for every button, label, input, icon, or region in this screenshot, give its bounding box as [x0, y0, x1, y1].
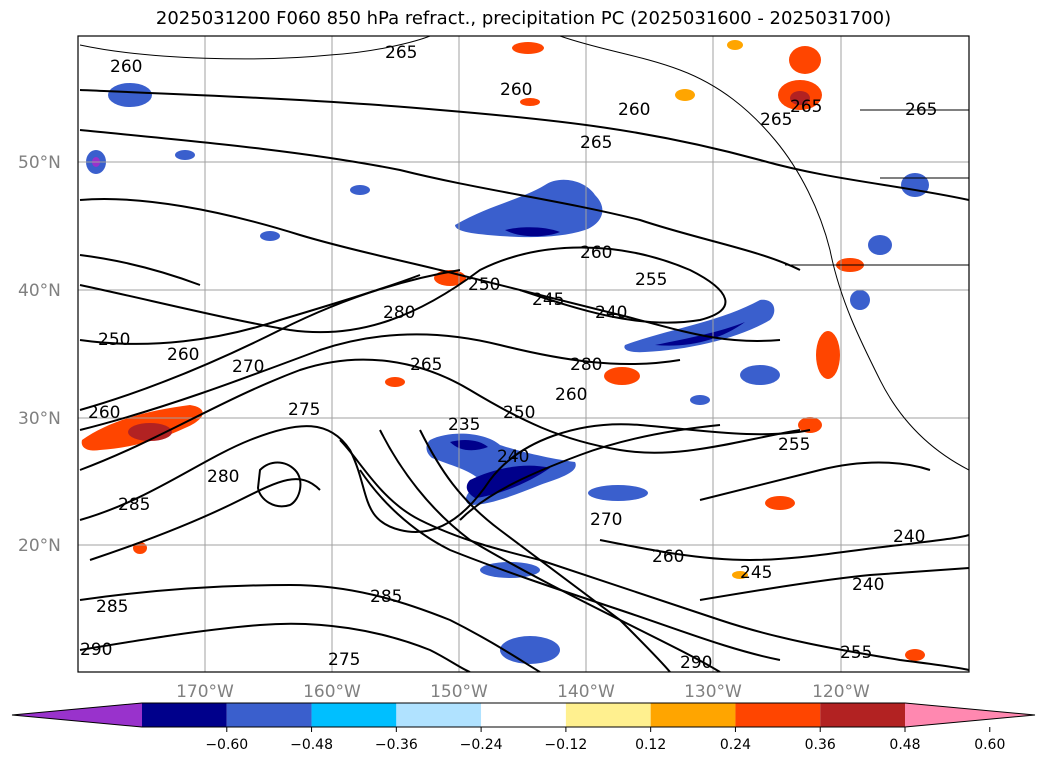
contour-label: 240 — [595, 303, 627, 323]
graticule — [78, 36, 969, 672]
colorbar-segment — [311, 703, 397, 727]
contour-label: 290 — [680, 653, 712, 673]
lat-label: 30°N — [18, 409, 61, 429]
colorbar-segment — [565, 703, 651, 727]
contour-label: 260 — [500, 80, 532, 100]
colorbar-tick-label: 0.24 — [720, 737, 751, 753]
contour-label: 285 — [96, 597, 128, 617]
contour-label: 275 — [288, 400, 320, 420]
contour-label: 280 — [207, 467, 239, 487]
contour-label: 255 — [778, 435, 810, 455]
colorbar-extend-right — [905, 703, 1035, 727]
lon-label: 120°W — [812, 682, 870, 702]
colorbar-tick-label: 0.48 — [889, 737, 920, 753]
colorbar-segment — [735, 703, 821, 727]
colorbar-tick-label: −0.36 — [375, 737, 418, 753]
lat-label: 40°N — [18, 281, 61, 301]
contour-label: 240 — [893, 527, 925, 547]
contour-label: 265 — [790, 97, 822, 117]
contour-label: 265 — [410, 355, 442, 375]
contour-label: 250 — [503, 403, 535, 423]
contour-label-group: 260 265 260 260 265 265 260 255 250 245 … — [80, 43, 937, 673]
colorbar-segment — [396, 703, 482, 727]
lon-label: 130°W — [684, 682, 742, 702]
colorbar-tick-label: −0.48 — [290, 737, 333, 753]
colorbar-tick-label: 0.60 — [974, 737, 1005, 753]
colorbar-tick-label: −0.60 — [205, 737, 248, 753]
colorbar-outline — [11, 702, 1036, 728]
colorbar-tick-label: 0.12 — [635, 737, 666, 753]
contour-label: 250 — [98, 330, 130, 350]
contour-label: 245 — [740, 563, 772, 583]
colorbar-extend-left — [12, 703, 142, 727]
lon-label: 150°W — [430, 682, 488, 702]
contour-label: 280 — [570, 355, 602, 375]
contour-label: 260 — [167, 345, 199, 365]
lon-label: 170°W — [176, 682, 234, 702]
colorbar: −0.60 −0.48 −0.36 −0.24 −0.12 0.12 0.24 0.36 0.4… — [11, 702, 1036, 753]
contour-label: 240 — [852, 575, 884, 595]
contour-label: 260 — [555, 385, 587, 405]
contour-label: 250 — [468, 275, 500, 295]
lat-label: 50°N — [18, 153, 61, 173]
contour-label: 270 — [590, 510, 622, 530]
refractivity-contours — [79, 89, 969, 672]
map-frame — [77, 35, 970, 673]
contour-label: 245 — [532, 290, 564, 310]
lat-label: 20°N — [18, 536, 61, 556]
lon-label: 160°W — [303, 682, 361, 702]
contour-label: 270 — [232, 357, 264, 377]
contour-label: 265 — [905, 100, 937, 120]
lon-label: 140°W — [557, 682, 615, 702]
contour-label: 290 — [80, 640, 112, 660]
contour-label: 280 — [383, 303, 415, 323]
contour-label: 255 — [840, 643, 872, 663]
colorbar-tick-label: −0.12 — [544, 737, 587, 753]
contour-label: 260 — [110, 57, 142, 77]
colorbar-segment — [226, 703, 312, 727]
contour-label: 260 — [580, 243, 612, 263]
contour-label: 265 — [385, 43, 417, 63]
coastline — [79, 36, 969, 471]
contour-label: 285 — [118, 495, 150, 515]
contour-label: 240 — [497, 447, 529, 467]
colorbar-segment — [142, 703, 227, 727]
colorbar-segment — [820, 703, 905, 727]
colorbar-segment — [650, 703, 736, 727]
colorbar-tick-label: 0.36 — [805, 737, 836, 753]
latitude-labels: 50°N 40°N 30°N 20°N — [18, 153, 61, 556]
colorbar-segment — [481, 703, 566, 727]
contour-label: 260 — [652, 547, 684, 567]
contour-label: 275 — [328, 650, 360, 670]
map-title: 2025031200 F060 850 hPa refract., precip… — [155, 8, 892, 29]
colorbar-tick-label: −0.24 — [460, 737, 503, 753]
contour-label: 235 — [448, 415, 480, 435]
contour-label: 265 — [760, 110, 792, 130]
contour-label: 255 — [635, 270, 667, 290]
longitude-labels: 170°W 160°W 150°W 140°W 130°W 120°W — [176, 682, 870, 702]
contour-label: 260 — [618, 100, 650, 120]
contour-label: 285 — [370, 587, 402, 607]
contour-label: 265 — [580, 133, 612, 153]
contour-label: 260 — [88, 403, 120, 423]
